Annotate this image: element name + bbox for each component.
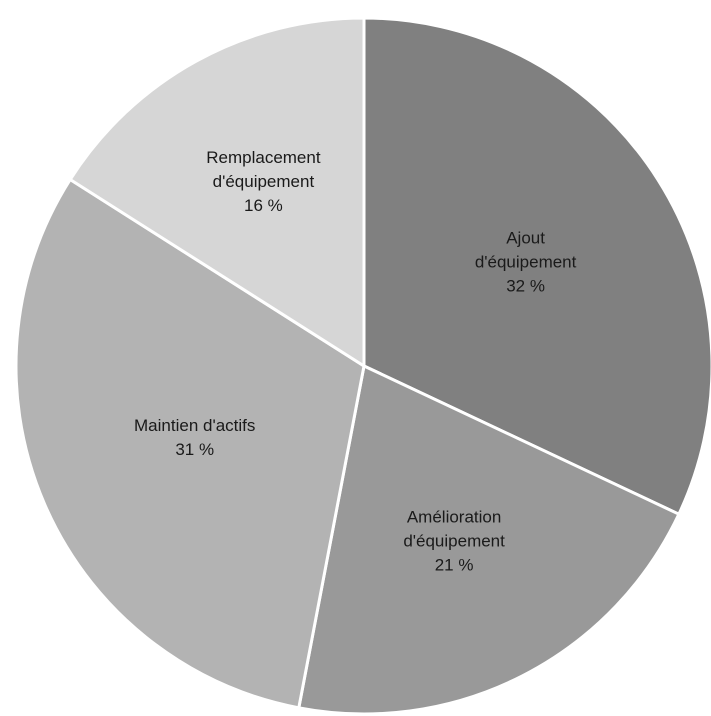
pie-slices <box>14 16 711 716</box>
pie-category-label: Maintien d'actifs <box>134 417 255 436</box>
pie-label-1: Ajout d'équipement 32 % <box>475 229 577 296</box>
pie-value-label: 16 % <box>244 196 283 215</box>
pie-labels: Ajout d'équipement 32 % Amélioration d'équip… <box>134 148 577 575</box>
pie-category-label: Remplacement <box>206 148 321 167</box>
pie-value-label: 21 % <box>435 556 474 575</box>
pie-label-3: Maintien d'actifs 31 % <box>134 417 255 460</box>
pie-label-2: Amélioration d'équipement 21 % <box>403 508 505 575</box>
pie-category-label: d'équipement <box>403 532 505 551</box>
pie-category-label: Amélioration <box>407 508 502 527</box>
pie-value-label: 31 % <box>175 441 214 460</box>
pie-value-label: 32 % <box>506 277 545 296</box>
pie-slice-4 <box>68 16 366 368</box>
pie-category-label: d'équipement <box>213 172 315 191</box>
pie-label-4: Remplacement d'équipement 16 % <box>206 148 321 215</box>
pie-slice-1 <box>362 16 711 516</box>
pie-category-label: Ajout <box>506 229 545 248</box>
pie-category-label: d'équipement <box>475 253 577 272</box>
pie-slice-2 <box>297 364 681 716</box>
